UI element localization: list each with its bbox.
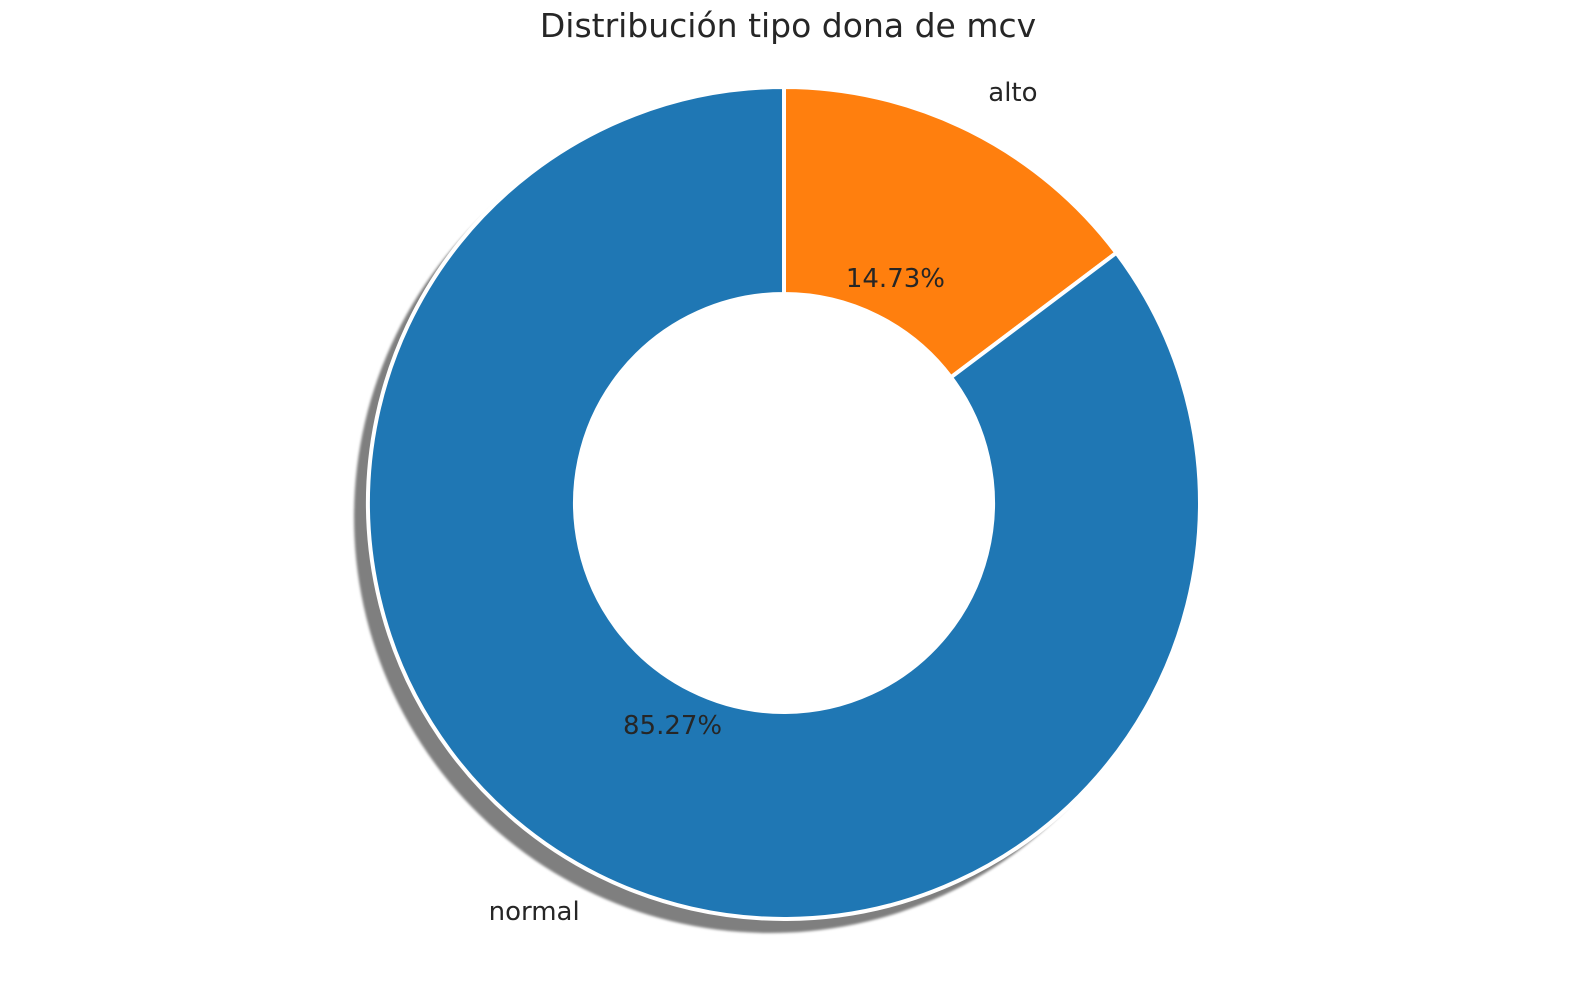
slice-normal xyxy=(366,84,1202,921)
slice-label-normal: normal xyxy=(489,897,580,927)
slice-pct-normal: 85.27% xyxy=(623,711,722,741)
donut-slices xyxy=(366,84,1202,921)
slice-label-alto: alto xyxy=(988,78,1037,108)
donut-labels: alto 14.73% normal 85.27% xyxy=(489,78,1038,927)
donut-hole xyxy=(576,295,992,711)
slice-pct-alto: 14.73% xyxy=(846,264,945,294)
chart-title: Distribución tipo dona de mcv xyxy=(540,6,1036,45)
slice-alto xyxy=(782,84,1120,381)
